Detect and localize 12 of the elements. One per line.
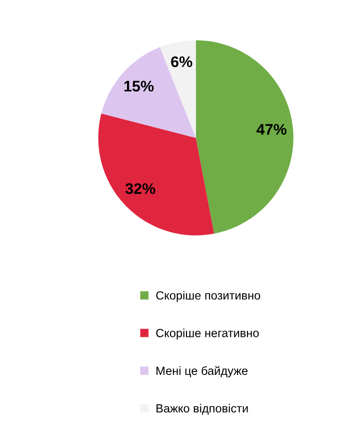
pie-slice (101, 47, 196, 138)
legend-label: Скоріше позитивно (156, 290, 260, 302)
pie-slice (98, 114, 214, 236)
legend-label: Скоріше негативно (156, 328, 259, 340)
legend-label: Мені це байдуже (156, 366, 248, 378)
data-label: 6% (171, 56, 192, 68)
pie-slice (196, 40, 294, 234)
pie-slice (160, 40, 196, 138)
legend-label: Важко відповісти (156, 404, 248, 415)
data-label: 47% (256, 124, 287, 135)
data-label: 15% (124, 80, 154, 92)
data-label: 32% (125, 183, 156, 194)
